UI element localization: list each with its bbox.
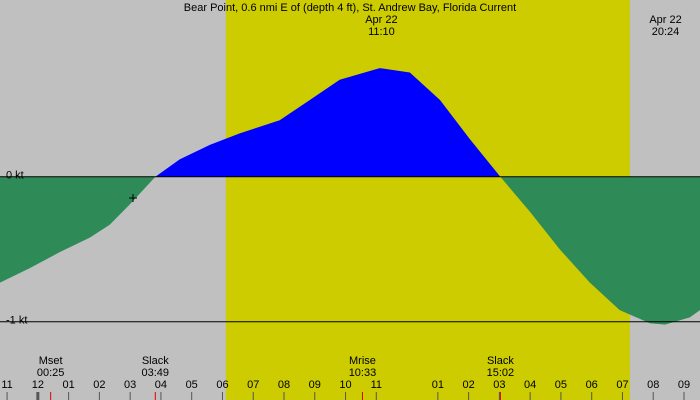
x-tick-label: 04 bbox=[155, 379, 167, 391]
x-tick-label: 01 bbox=[62, 379, 74, 391]
x-tick-label: 02 bbox=[462, 379, 474, 391]
extreme-time: 11:10 bbox=[368, 26, 395, 38]
chart-title: Bear Point, 0.6 nmi E of (depth 4 ft), S… bbox=[184, 2, 516, 14]
x-tick-label: 08 bbox=[647, 379, 659, 391]
x-tick-label: 04 bbox=[524, 379, 536, 391]
extreme-date: Apr 22 bbox=[649, 14, 681, 26]
extreme-time: 20:24 bbox=[652, 26, 680, 38]
x-tick-label: 11 bbox=[1, 379, 12, 391]
x-tick-label: 05 bbox=[555, 379, 567, 391]
x-tick-label: 03 bbox=[493, 379, 505, 391]
extreme-date: Apr 22 bbox=[365, 14, 397, 26]
event-time: 15:02 bbox=[487, 367, 515, 379]
event-name: Mrise bbox=[349, 355, 376, 367]
x-tick-label: 01 bbox=[432, 379, 444, 391]
current-time-marker bbox=[129, 194, 137, 202]
y-tick-label: -1 kt bbox=[6, 315, 27, 327]
x-tick-label: 05 bbox=[186, 379, 198, 391]
current-area bbox=[0, 68, 700, 325]
x-tick-label: 06 bbox=[586, 379, 598, 391]
event-time: 10:33 bbox=[349, 367, 377, 379]
y-tick-label: 0 kt bbox=[6, 170, 24, 182]
x-tick-label: 02 bbox=[93, 379, 105, 391]
x-tick-label: 11 bbox=[371, 379, 382, 391]
x-tick-label: 08 bbox=[278, 379, 290, 391]
x-tick-label: 07 bbox=[616, 379, 628, 391]
x-tick-label: 03 bbox=[124, 379, 136, 391]
event-name: Slack bbox=[487, 355, 514, 367]
x-tick-label: 06 bbox=[216, 379, 228, 391]
x-tick-label: 10 bbox=[339, 379, 351, 391]
event-name: Mset bbox=[39, 355, 63, 367]
event-time: 03:49 bbox=[142, 367, 170, 379]
x-tick-label: 09 bbox=[678, 379, 690, 391]
x-tick-label: 09 bbox=[309, 379, 321, 391]
x-tick-label: 07 bbox=[247, 379, 259, 391]
event-name: Slack bbox=[142, 355, 169, 367]
x-tick-label: 12 bbox=[32, 379, 44, 391]
event-time: 00:25 bbox=[37, 367, 65, 379]
